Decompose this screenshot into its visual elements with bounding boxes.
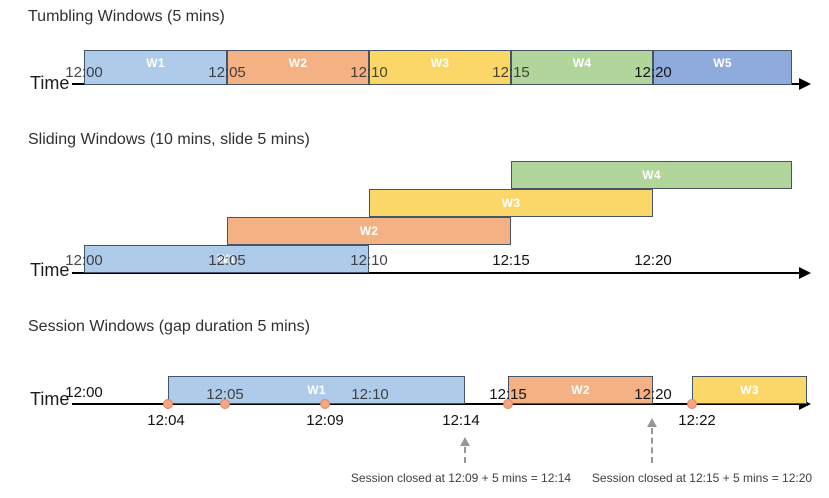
tumbling-tick-1220: 12:20 <box>634 64 672 81</box>
annotation-arrow-up-icon <box>460 437 470 446</box>
session-title: Session Windows (gap duration 5 mins) <box>28 318 310 335</box>
window-label: W3 <box>740 383 759 397</box>
session-tick-1205: 12:05 <box>206 386 244 403</box>
window-label: W1 <box>217 252 236 266</box>
sliding-time-axis-line <box>72 272 801 274</box>
window-label: W2 <box>359 224 379 238</box>
session-tick-1210: 12:10 <box>351 386 389 403</box>
session-event-label-1204: 12:04 <box>147 412 185 429</box>
window-label: W1 <box>146 56 165 70</box>
event-dot-1204 <box>163 399 173 409</box>
tumbling-title: Tumbling Windows (5 mins) <box>28 8 225 25</box>
window-label: W2 <box>288 56 308 70</box>
tumbling-window-w2: W2 <box>227 50 369 85</box>
session-tick-1215: 12:15 <box>489 386 527 403</box>
sliding-tick-1210: 12:10 <box>350 252 388 269</box>
session-window-w1: W1 <box>168 376 465 404</box>
window-label: W5 <box>713 56 732 70</box>
window-label: W3 <box>501 196 521 210</box>
event-dot-1221 <box>687 399 697 409</box>
sliding-window-w3: W3 <box>369 189 653 217</box>
session-event-label-1222: 12:22 <box>678 412 716 429</box>
tumbling-tick-1210: 12:10 <box>350 64 388 81</box>
session-tick-1200: 12:00 <box>65 384 103 401</box>
tumbling-window-w4: W4 <box>511 50 653 85</box>
session-window-w2: W2 <box>508 376 653 404</box>
window-label: W2 <box>571 383 590 397</box>
sliding-window-w4: W4 <box>511 161 792 189</box>
tumbling-axis-arrowhead-icon <box>799 78 811 90</box>
sliding-tick-1220: 12:20 <box>634 252 672 269</box>
session-time-axis-label: Time <box>30 389 70 409</box>
window-label: W4 <box>642 168 661 182</box>
tumbling-window-w1: W1 <box>84 50 227 85</box>
tumbling-tick-1215: 12:15 <box>492 64 530 81</box>
window-label: W4 <box>572 56 592 70</box>
sliding-window-w1: W1 <box>84 245 369 273</box>
session-closed-annotation-1: Session closed at 12:09 + 5 mins = 12:14 <box>350 471 572 485</box>
session-closed-annotation-2: Session closed at 12:15 + 5 mins = 12:20 <box>591 471 813 485</box>
tumbling-window-w5: W5 <box>653 50 792 85</box>
annotation-arrow-stem <box>464 447 466 463</box>
tumbling-window-w3: W3 <box>369 50 511 85</box>
session-tick-1220: 12:20 <box>634 386 672 403</box>
annotation-arrow-stem <box>651 428 653 463</box>
sliding-axis-arrowhead-icon <box>799 267 811 279</box>
session-time-axis-line <box>72 403 801 405</box>
sliding-time-axis-label: Time <box>30 260 70 280</box>
session-event-label-1209: 12:09 <box>306 412 344 429</box>
window-label: W3 <box>430 56 450 70</box>
event-dot-1209 <box>320 399 330 409</box>
sliding-tick-1200: 12:00 <box>65 252 103 269</box>
tumbling-tick-1200: 12:00 <box>65 64 103 81</box>
window-label: W1 <box>307 383 326 397</box>
sliding-window-w2: W2 <box>227 217 511 245</box>
tumbling-tick-1205: 12:05 <box>208 64 246 81</box>
event-dot-1205 <box>220 399 230 409</box>
event-dot-1215 <box>503 399 513 409</box>
sliding-tick-1215: 12:15 <box>492 252 530 269</box>
sliding-tick-1205: 12:05 <box>208 252 246 269</box>
session-window-w3: W3 <box>692 376 807 404</box>
annotation-arrow-up-icon <box>647 418 657 427</box>
sliding-title: Sliding Windows (10 mins, slide 5 mins) <box>28 131 310 148</box>
tumbling-time-axis-label: Time <box>30 73 70 93</box>
session-event-label-1214: 12:14 <box>442 412 480 429</box>
